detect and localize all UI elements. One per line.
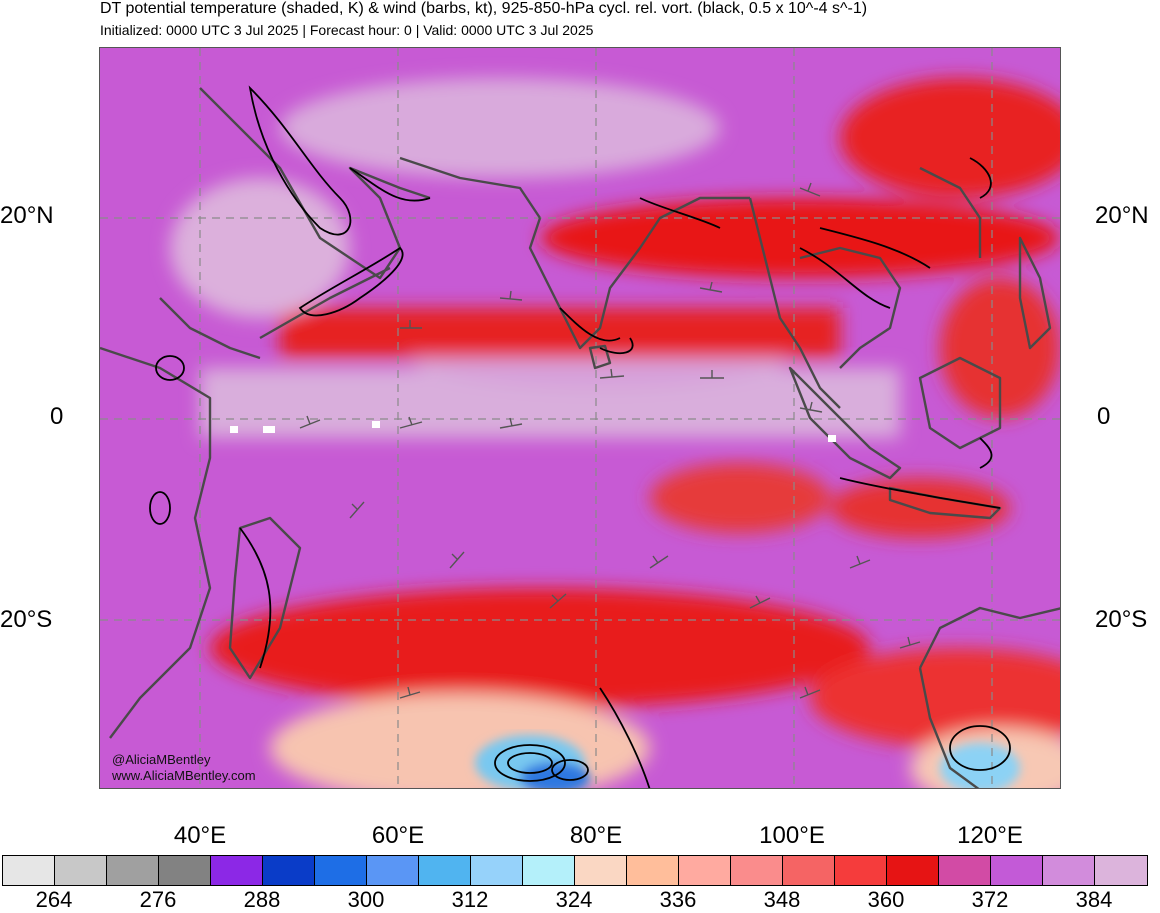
colorbar-swatch — [523, 856, 575, 885]
colorbar-swatch — [731, 856, 783, 885]
colorbar-swatch — [887, 856, 939, 885]
colorbar-swatch — [211, 856, 263, 885]
colorbar-label: 288 — [243, 887, 281, 912]
colorbar-swatch — [627, 856, 679, 885]
lat-label-20n-right: 20°N — [1095, 202, 1149, 229]
graticule — [100, 48, 1060, 788]
colorbar-label: 336 — [659, 887, 697, 912]
colorbar-swatch — [107, 856, 159, 885]
colorbar-swatch — [1095, 856, 1147, 885]
colorbar-label: 300 — [347, 887, 385, 912]
colorbar-swatch — [783, 856, 835, 885]
lat-label-20s-right: 20°S — [1095, 606, 1148, 633]
colorbar-label: 324 — [555, 887, 593, 912]
colorbar-swatch — [679, 856, 731, 885]
missing-data — [230, 421, 836, 442]
map-panel — [99, 47, 1061, 789]
chart-title: DT potential temperature (shaded, K) & w… — [100, 0, 868, 17]
lon-label-60e: 60°E — [371, 822, 425, 849]
colorbar-swatch — [835, 856, 887, 885]
temperature-shading — [170, 78, 1060, 788]
colorbar-label: 372 — [971, 887, 1009, 912]
colorbar-swatch — [939, 856, 991, 885]
lon-label-100e: 100°E — [759, 822, 825, 849]
chart-subtitle: Initialized: 0000 UTC 3 Jul 2025 | Forec… — [100, 22, 594, 38]
colorbar-swatch — [575, 856, 627, 885]
colorbar-swatch — [263, 856, 315, 885]
colorbar-label: 384 — [1075, 887, 1113, 912]
colorbar-swatch — [419, 856, 471, 885]
colorbar-label: 264 — [35, 887, 73, 912]
coastlines — [100, 87, 1060, 788]
vorticity-contours — [149, 85, 1011, 788]
lat-label-eq-right: 0 — [1097, 403, 1111, 430]
colorbar-label: 360 — [867, 887, 905, 912]
wind-barbs — [299, 182, 921, 699]
watermark: @AliciaMBentley www.AliciaMBentley.com — [112, 752, 256, 784]
lon-label-40e: 40°E — [173, 822, 227, 849]
watermark-handle: @AliciaMBentley — [112, 752, 211, 767]
colorbar-swatch — [55, 856, 107, 885]
lon-label-120e: 120°E — [957, 822, 1023, 849]
colorbar-swatch — [315, 856, 367, 885]
lon-label-80e: 80°E — [569, 822, 623, 849]
colorbar-swatch — [3, 856, 55, 885]
lat-label-20n-left: 20°N — [0, 202, 54, 229]
colorbar-label: 276 — [139, 887, 177, 912]
colorbar-swatch — [471, 856, 523, 885]
watermark-site: www.AliciaMBentley.com — [112, 768, 256, 783]
colorbar-swatch — [1043, 856, 1095, 885]
colorbar-swatch — [159, 856, 211, 885]
colorbar-swatch — [991, 856, 1043, 885]
colorbar-label: 348 — [763, 887, 801, 912]
lat-label-20s-left: 20°S — [0, 606, 53, 633]
colorbar-label: 312 — [451, 887, 489, 912]
colorbar-swatch — [367, 856, 419, 885]
lat-label-eq-left: 0 — [50, 403, 64, 430]
colorbar — [2, 855, 1148, 886]
